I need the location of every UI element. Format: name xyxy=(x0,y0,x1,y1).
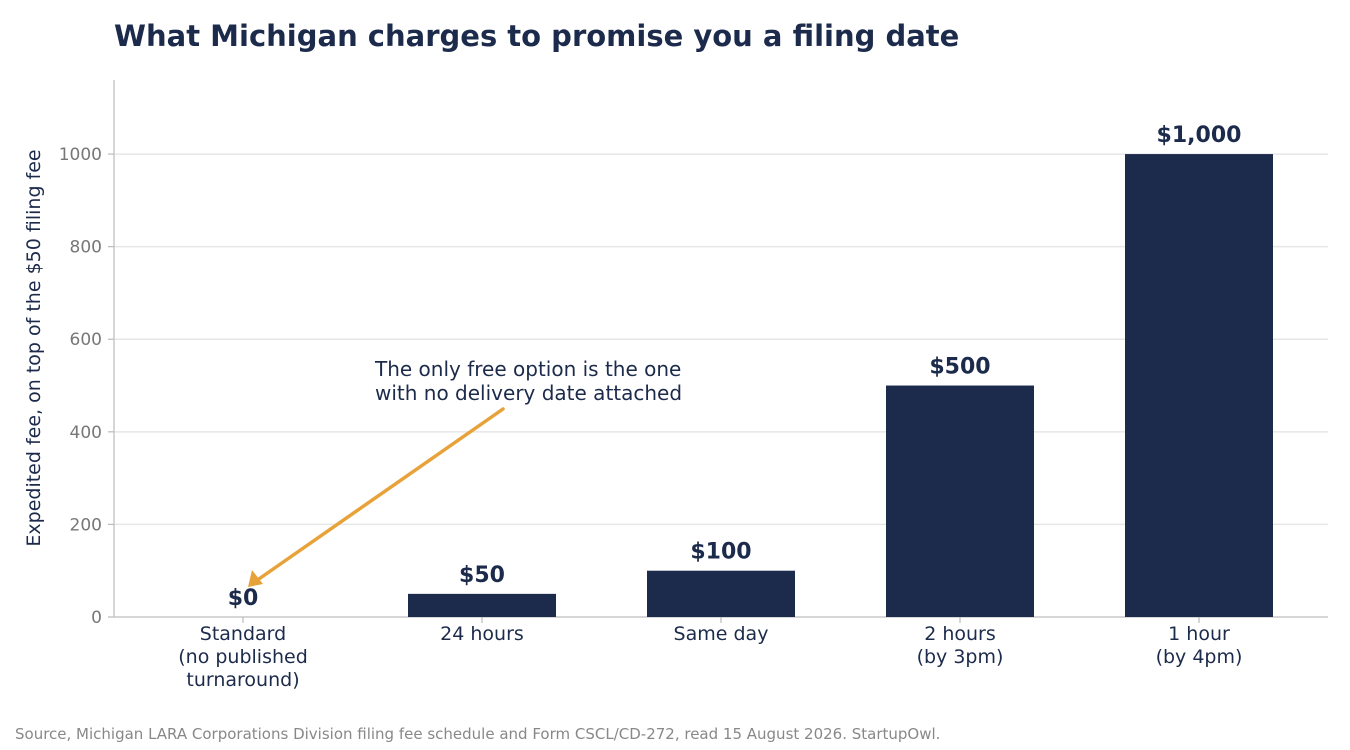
x-tick-label: (by 4pm) xyxy=(1156,646,1243,668)
y-axis-label: Expedited fee, on top of the $50 filing … xyxy=(23,149,45,546)
annotation-arrowhead xyxy=(248,570,263,587)
y-tick-label: 200 xyxy=(70,515,102,535)
y-tick-label: 800 xyxy=(70,238,102,258)
x-tick-label: (no published xyxy=(178,646,308,668)
bar xyxy=(647,570,795,617)
y-tick-label: 0 xyxy=(91,608,102,628)
data-label: $500 xyxy=(929,355,990,380)
annotation-arrow-line xyxy=(254,407,505,583)
data-labels: $0 $50 $100 $500 $1,000 xyxy=(228,123,1242,611)
x-tick-label: turnaround) xyxy=(186,669,299,691)
data-label: $0 xyxy=(228,586,259,611)
source-note: Source, Michigan LARA Corporations Divis… xyxy=(15,725,940,743)
data-label: $50 xyxy=(459,563,505,588)
y-tick-label: 600 xyxy=(70,330,102,350)
x-tick-label: 2 hours xyxy=(924,623,996,645)
annotation-text: The only free option is the one xyxy=(374,357,681,381)
y-tick-label: 1000 xyxy=(59,145,102,165)
chart-title: What Michigan charges to promise you a f… xyxy=(114,19,959,53)
x-tick-label: 1 hour xyxy=(1168,623,1230,645)
annotation-text: with no delivery date attached xyxy=(375,381,682,405)
bar xyxy=(1125,154,1273,617)
bars xyxy=(408,154,1273,617)
bar xyxy=(408,593,556,617)
y-tick-label: 400 xyxy=(70,423,102,443)
x-tick-label: Standard xyxy=(200,623,286,645)
bar xyxy=(886,385,1034,617)
x-tick-label: 24 hours xyxy=(440,623,524,645)
data-label: $1,000 xyxy=(1157,123,1242,148)
data-label: $100 xyxy=(690,540,751,565)
x-tick-label: Same day xyxy=(674,623,769,645)
x-tick-label: (by 3pm) xyxy=(917,646,1004,668)
y-tick-labels: 0 200 400 600 800 1000 xyxy=(59,145,114,628)
